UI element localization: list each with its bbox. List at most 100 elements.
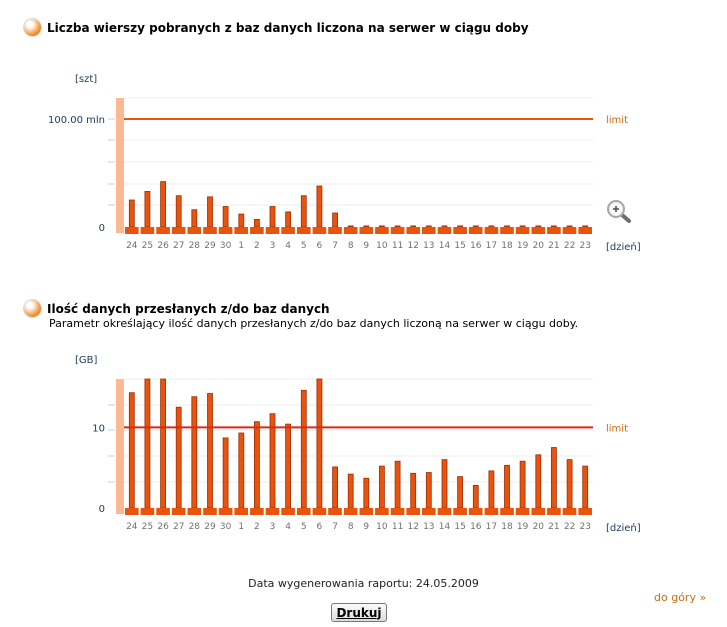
x-tick-label-12: 12 xyxy=(407,241,418,251)
bar-9 xyxy=(363,225,370,228)
baseline-block xyxy=(422,227,436,234)
baseline-block xyxy=(359,508,374,515)
baseline-block xyxy=(250,227,264,234)
x-axis-label: [dzień] xyxy=(606,241,641,253)
bar-2 xyxy=(253,218,260,228)
bar-10 xyxy=(378,225,385,228)
print-button[interactable]: Drukuj xyxy=(331,603,387,622)
y-unit-label: [GB] xyxy=(75,355,98,366)
baseline-block xyxy=(281,508,295,515)
baseline-block xyxy=(375,508,389,515)
x-tick-label-9: 9 xyxy=(363,522,369,532)
print-button-label: Drukuj xyxy=(336,605,382,620)
baseline-block xyxy=(203,508,217,515)
baseline-block xyxy=(422,508,436,515)
x-tick-label-25: 25 xyxy=(142,522,153,532)
x-tick-label-21: 21 xyxy=(548,522,559,532)
baseline-block xyxy=(453,227,467,234)
x-tick-label-18: 18 xyxy=(501,522,513,532)
x-tick-label-24: 24 xyxy=(126,241,138,251)
x-tick-label-14: 14 xyxy=(439,241,451,251)
baseline-block xyxy=(297,508,311,515)
bar-10 xyxy=(378,465,385,509)
baseline-block xyxy=(500,227,514,234)
baseline-block xyxy=(468,227,483,234)
x-tick-label-5: 5 xyxy=(301,241,307,251)
bar-11 xyxy=(394,460,401,509)
x-tick-label-30: 30 xyxy=(220,522,232,532)
x-tick-label-23: 23 xyxy=(579,522,590,532)
baseline-block xyxy=(328,508,342,515)
bar-30 xyxy=(222,206,229,228)
baseline-block xyxy=(187,227,202,234)
x-axis-label: [dzień] xyxy=(606,522,641,534)
limit-label: limit xyxy=(606,423,628,434)
x-tick-label-28: 28 xyxy=(189,522,201,532)
bar-15 xyxy=(457,225,464,228)
baseline-block xyxy=(390,227,405,234)
x-tick-label-3: 3 xyxy=(270,522,276,532)
baseline-block xyxy=(125,508,139,515)
x-tick-label-21: 21 xyxy=(548,241,559,251)
x-tick-label-5: 5 xyxy=(301,522,307,532)
bar-3 xyxy=(269,206,276,228)
x-tick-label-13: 13 xyxy=(423,522,434,532)
bar-24 xyxy=(128,392,135,509)
y-tick-label-zero: 0 xyxy=(99,504,105,515)
x-tick-label-1: 1 xyxy=(238,241,244,251)
bar-13 xyxy=(425,225,432,228)
baseline-block xyxy=(218,227,233,234)
bar-6 xyxy=(316,378,323,509)
bar-27 xyxy=(175,406,182,509)
back-to-top-link[interactable]: do góry » xyxy=(654,591,707,604)
baseline-block xyxy=(531,508,546,515)
bar-7 xyxy=(332,466,339,509)
bar-9 xyxy=(363,477,370,509)
baseline-block xyxy=(203,227,217,234)
bar-18 xyxy=(504,464,510,509)
bar-23 xyxy=(582,225,589,228)
chart2-header: Ilość danych przesłanych z/do baz danych xyxy=(24,300,330,317)
x-tick-label-17: 17 xyxy=(486,241,497,251)
x-tick-label-26: 26 xyxy=(157,241,169,251)
baseline-block xyxy=(171,508,186,515)
x-tick-label-11: 11 xyxy=(392,241,403,251)
baseline-block xyxy=(531,227,546,234)
x-tick-label-29: 29 xyxy=(204,522,216,532)
x-tick-label-29: 29 xyxy=(204,241,216,251)
x-tick-label-18: 18 xyxy=(501,241,513,251)
y-axis-shade xyxy=(116,379,124,514)
bar-22 xyxy=(566,225,573,228)
x-tick-label-20: 20 xyxy=(533,241,545,251)
baseline-block xyxy=(312,227,327,234)
x-tick-label-22: 22 xyxy=(564,241,575,251)
x-tick-label-10: 10 xyxy=(376,241,388,251)
baseline-block xyxy=(515,227,530,234)
baseline-block xyxy=(265,227,280,234)
x-tick-label-20: 20 xyxy=(533,522,545,532)
bar-14 xyxy=(441,225,448,228)
bar-8 xyxy=(347,225,354,228)
x-tick-label-8: 8 xyxy=(348,241,354,251)
x-tick-label-2: 2 xyxy=(254,522,260,532)
bar-15 xyxy=(457,476,464,509)
bar-12 xyxy=(410,472,417,509)
x-tick-label-7: 7 xyxy=(332,522,338,532)
x-tick-label-30: 30 xyxy=(220,241,232,251)
baseline-block xyxy=(578,227,592,234)
y-axis-shade xyxy=(116,98,124,233)
bar-29 xyxy=(207,196,213,228)
bar-22 xyxy=(566,459,573,509)
x-tick-label-19: 19 xyxy=(517,522,529,532)
x-tick-label-19: 19 xyxy=(517,241,529,251)
bar-8 xyxy=(347,473,354,509)
bar-1 xyxy=(238,432,245,509)
zoom-in-icon[interactable] xyxy=(605,199,633,229)
bar-11 xyxy=(394,225,401,228)
x-tick-label-14: 14 xyxy=(439,522,451,532)
orange-bullet-icon xyxy=(24,300,41,317)
baseline-block xyxy=(406,508,420,515)
baseline-block xyxy=(234,508,248,515)
x-tick-label-1: 1 xyxy=(238,522,244,532)
x-tick-label-16: 16 xyxy=(470,522,482,532)
